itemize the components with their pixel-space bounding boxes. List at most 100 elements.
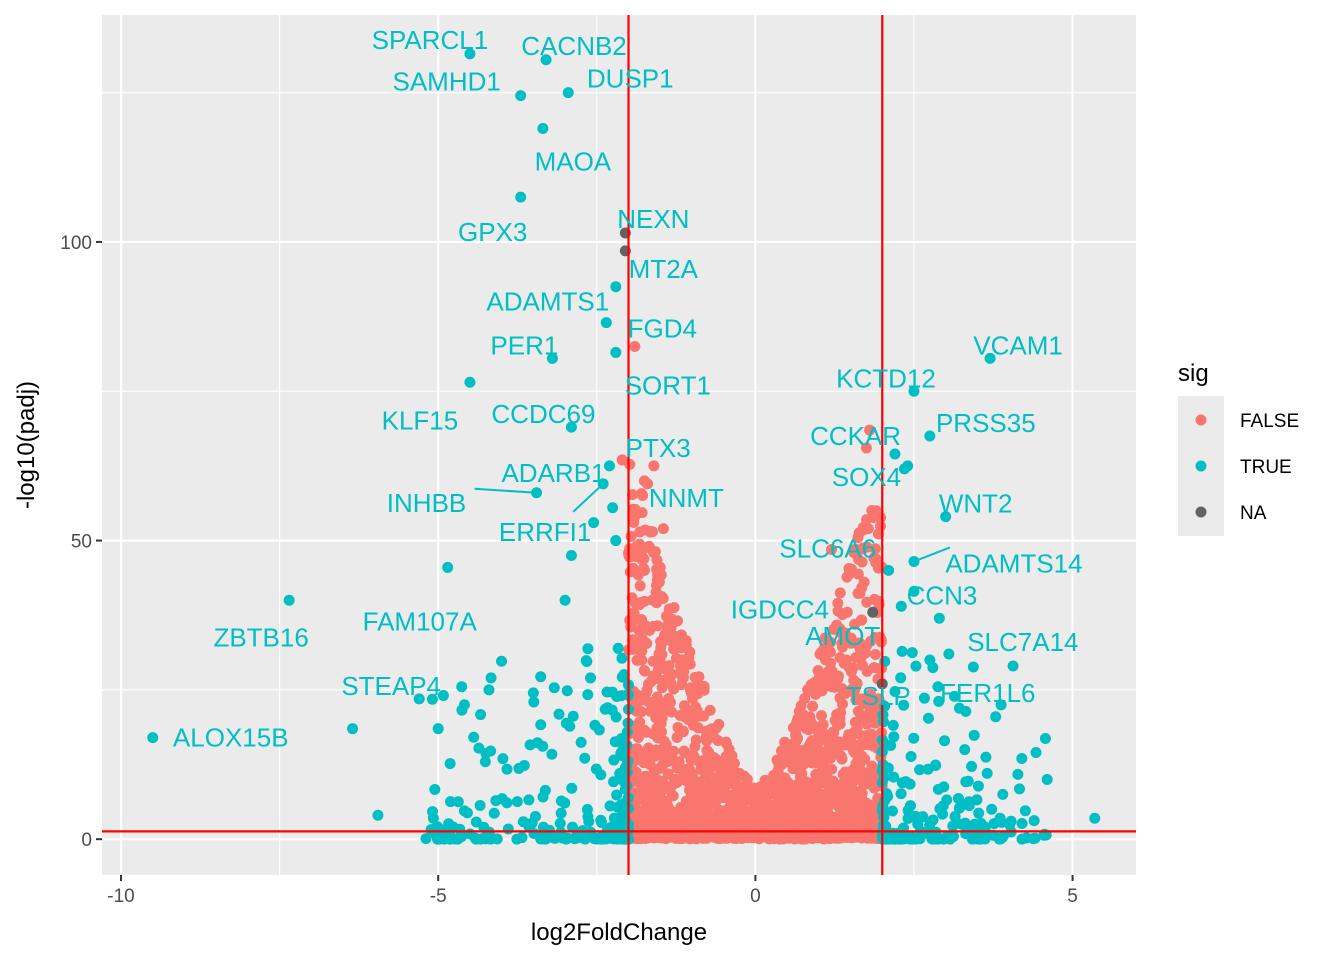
cloud-point — [585, 672, 597, 684]
legend-label-true: TRUE — [1240, 457, 1292, 478]
background-point-cloud — [420, 458, 1052, 845]
data-point-dusp1 — [562, 87, 574, 99]
cloud-point — [807, 820, 819, 832]
cloud-point — [1007, 660, 1019, 672]
cloud-point — [686, 768, 698, 780]
gene-label-kctd12: KCTD12 — [836, 363, 936, 393]
cloud-point — [675, 832, 687, 844]
cloud-point — [971, 794, 983, 806]
cloud-point — [682, 714, 694, 726]
cloud-point — [548, 682, 560, 694]
gene-label-zbtb16: ZBTB16 — [213, 622, 308, 652]
cloud-point — [667, 754, 679, 766]
cloud-point — [875, 512, 887, 524]
data-point — [607, 502, 619, 514]
cloud-point — [826, 763, 838, 775]
data-point — [883, 564, 895, 576]
cloud-point — [896, 645, 908, 657]
cloud-point — [655, 830, 667, 842]
cloud-point — [906, 647, 918, 659]
cloud-point — [727, 769, 739, 781]
cloud-point — [640, 795, 652, 807]
cloud-point — [535, 671, 547, 683]
cloud-point — [528, 696, 540, 708]
data-point — [565, 549, 577, 561]
cloud-point — [804, 711, 816, 723]
data-point-ptx3 — [616, 454, 628, 466]
x-tick-label: -5 — [430, 886, 447, 907]
cloud-point — [668, 683, 680, 695]
cloud-point — [654, 762, 666, 774]
cloud-point — [641, 726, 653, 738]
threshold-lines — [102, 15, 1136, 875]
cloud-point — [956, 818, 968, 830]
data-point — [889, 448, 901, 460]
cloud-point — [420, 833, 432, 845]
cloud-point — [939, 735, 951, 747]
cloud-point — [684, 796, 696, 808]
cloud-point — [731, 802, 743, 814]
cloud-point — [860, 818, 872, 830]
cloud-point — [879, 738, 891, 750]
cloud-point — [711, 795, 723, 807]
cloud-point — [791, 827, 803, 839]
cloud-point — [924, 827, 936, 839]
cloud-point — [595, 814, 607, 826]
data-point-slc6a6 — [848, 547, 860, 558]
cloud-point — [675, 629, 687, 641]
cloud-point — [823, 783, 835, 795]
legend-label-na: NA — [1240, 503, 1267, 524]
data-point-maoa — [537, 122, 549, 134]
cloud-point — [831, 739, 843, 751]
cloud-point — [705, 817, 717, 829]
data-point — [1089, 812, 1101, 824]
cloud-point — [659, 751, 671, 763]
cloud-point — [811, 793, 823, 805]
cloud-point — [930, 759, 942, 771]
gene-label-fer1l6: FER1L6 — [940, 678, 1035, 708]
cloud-point — [567, 710, 579, 722]
cloud-point — [730, 832, 742, 844]
data-points — [147, 48, 1101, 824]
cloud-point — [562, 832, 574, 844]
cloud-point — [431, 821, 443, 833]
cloud-point — [831, 708, 843, 720]
cloud-point — [877, 716, 889, 728]
data-point-sort1 — [610, 346, 622, 358]
cloud-point — [834, 718, 846, 730]
x-tick-label: 5 — [1067, 886, 1078, 907]
cloud-point — [694, 800, 706, 812]
cloud-point — [629, 597, 641, 609]
cloud-point — [427, 812, 439, 824]
cloud-point — [437, 690, 449, 702]
gene-label-fgd4: FGD4 — [628, 314, 697, 344]
y-tick-label: 50 — [71, 532, 92, 553]
cloud-point — [615, 747, 627, 759]
cloud-point — [689, 741, 701, 753]
gene-label-ccdc69: CCDC69 — [491, 399, 595, 429]
gene-label-nexn: NEXN — [617, 204, 689, 234]
cloud-point — [817, 811, 829, 823]
data-point — [997, 788, 1009, 800]
y-tick-label: 0 — [81, 830, 92, 851]
cloud-point — [475, 709, 487, 721]
cloud-point — [511, 833, 523, 845]
cloud-point — [636, 782, 648, 794]
cloud-point — [650, 671, 662, 683]
cloud-point — [933, 695, 945, 707]
cloud-point — [967, 661, 979, 673]
cloud-point — [579, 752, 591, 764]
cloud-point — [546, 748, 558, 760]
data-point — [372, 809, 384, 821]
data-point — [933, 612, 945, 624]
cloud-point — [688, 830, 700, 842]
cloud-point — [429, 783, 441, 795]
cloud-point — [560, 717, 572, 729]
gene-label-klf15: KLF15 — [382, 405, 459, 435]
cloud-point — [688, 750, 700, 762]
cloud-point — [786, 756, 798, 768]
cloud-point — [640, 770, 652, 782]
cloud-point — [640, 688, 652, 700]
cloud-point — [677, 725, 689, 737]
gene-label-ptx3: PTX3 — [626, 433, 691, 463]
